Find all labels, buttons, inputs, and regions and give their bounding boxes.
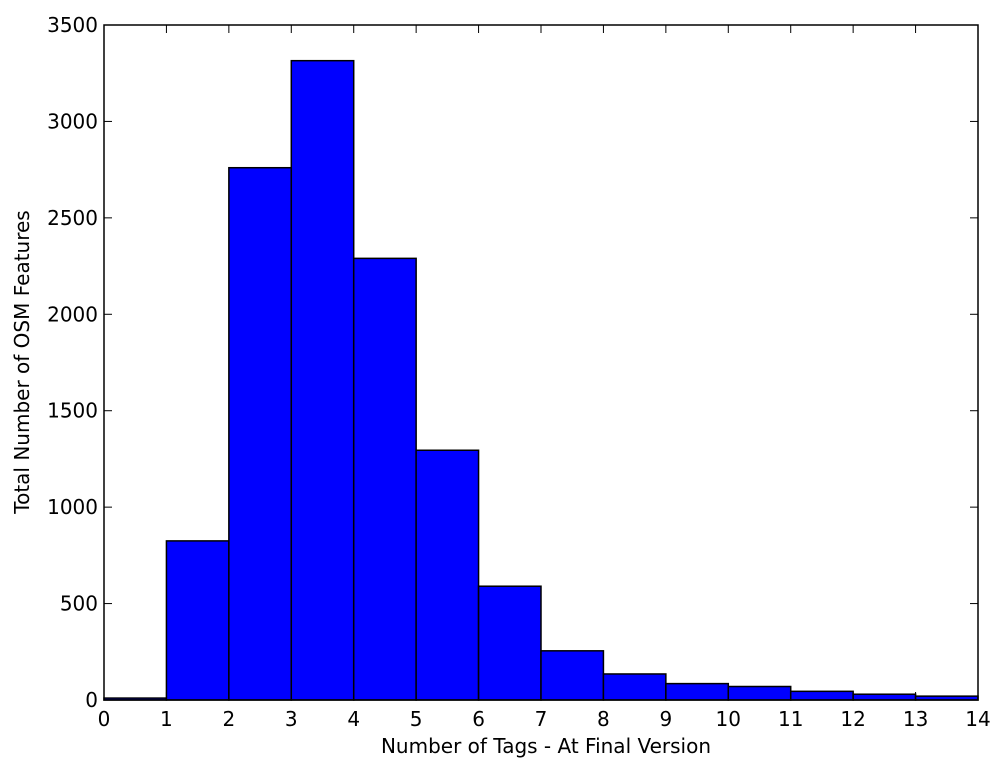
- histogram-bar: [602, 673, 667, 701]
- x-tick-label: 5: [410, 707, 423, 731]
- x-tick-label: 12: [840, 707, 865, 731]
- histogram-bar: [727, 685, 792, 701]
- ticks-group: 0 1 2 3 4 5 6 7 8 9 10 11 12 13 1405001000150020002500…: [47, 13, 991, 731]
- x-tick-label: 13: [903, 707, 928, 731]
- x-tick-label: 11: [778, 707, 803, 731]
- y-tick-label: 1000: [47, 495, 98, 519]
- x-tick-label: 2: [222, 707, 235, 731]
- histogram-bar: [477, 585, 542, 701]
- histogram-bar: [165, 540, 230, 701]
- histogram-bar: [665, 682, 730, 701]
- histogram-bar: [852, 693, 917, 701]
- y-axis-label: Total Number of OSM Features: [10, 210, 34, 514]
- x-tick-label: 6: [472, 707, 485, 731]
- x-tick-label: 7: [535, 707, 548, 731]
- y-tick-label: 2000: [47, 302, 98, 326]
- histogram-bar: [415, 449, 480, 701]
- histogram-bar: [789, 690, 854, 701]
- y-tick-label: 3500: [47, 13, 98, 37]
- histogram-bar: [352, 257, 417, 701]
- plot-frame: [103, 24, 979, 701]
- x-axis-label: Number of Tags - At Final Version: [381, 734, 711, 758]
- y-tick-label: 500: [60, 592, 98, 616]
- x-tick-label: 14: [965, 707, 990, 731]
- x-tick-label: 0: [98, 707, 111, 731]
- histogram-bar: [290, 59, 355, 701]
- histogram-bar: [540, 650, 605, 701]
- x-tick-label: 4: [347, 707, 360, 731]
- x-tick-label: 10: [716, 707, 741, 731]
- y-tick-label: 3000: [47, 109, 98, 133]
- y-tick-label: 1500: [47, 399, 98, 423]
- x-tick-label: 9: [659, 707, 672, 731]
- x-tick-label: 1: [160, 707, 173, 731]
- x-tick-label: 3: [285, 707, 298, 731]
- y-tick-label: 0: [85, 688, 98, 712]
- x-tick-label: 8: [597, 707, 610, 731]
- y-tick-label: 2500: [47, 206, 98, 230]
- histogram-bar: [228, 166, 293, 701]
- bars-group: [103, 59, 979, 701]
